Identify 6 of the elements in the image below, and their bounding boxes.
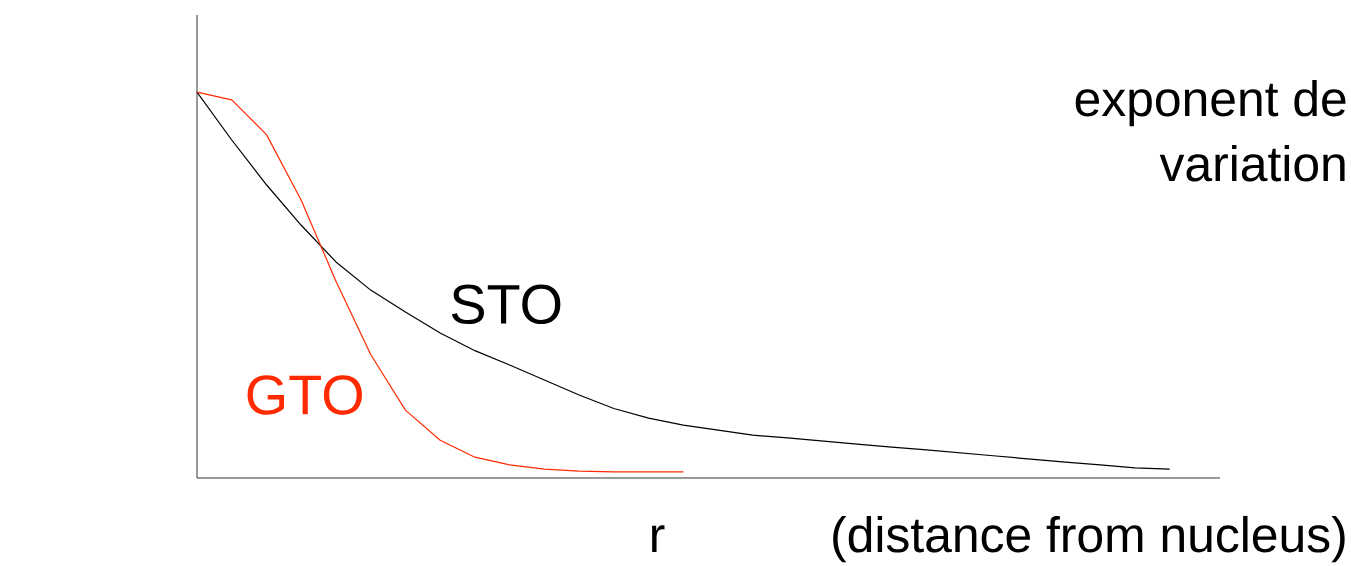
text: (distance from nucleus) (833, 515, 1345, 563)
series-label: GTO (247, 375, 362, 415)
annotation: variation (1159, 144, 1345, 182)
annotation: exponent de (1075, 79, 1346, 127)
series-label: STO (451, 284, 561, 325)
text: r (652, 525, 665, 552)
